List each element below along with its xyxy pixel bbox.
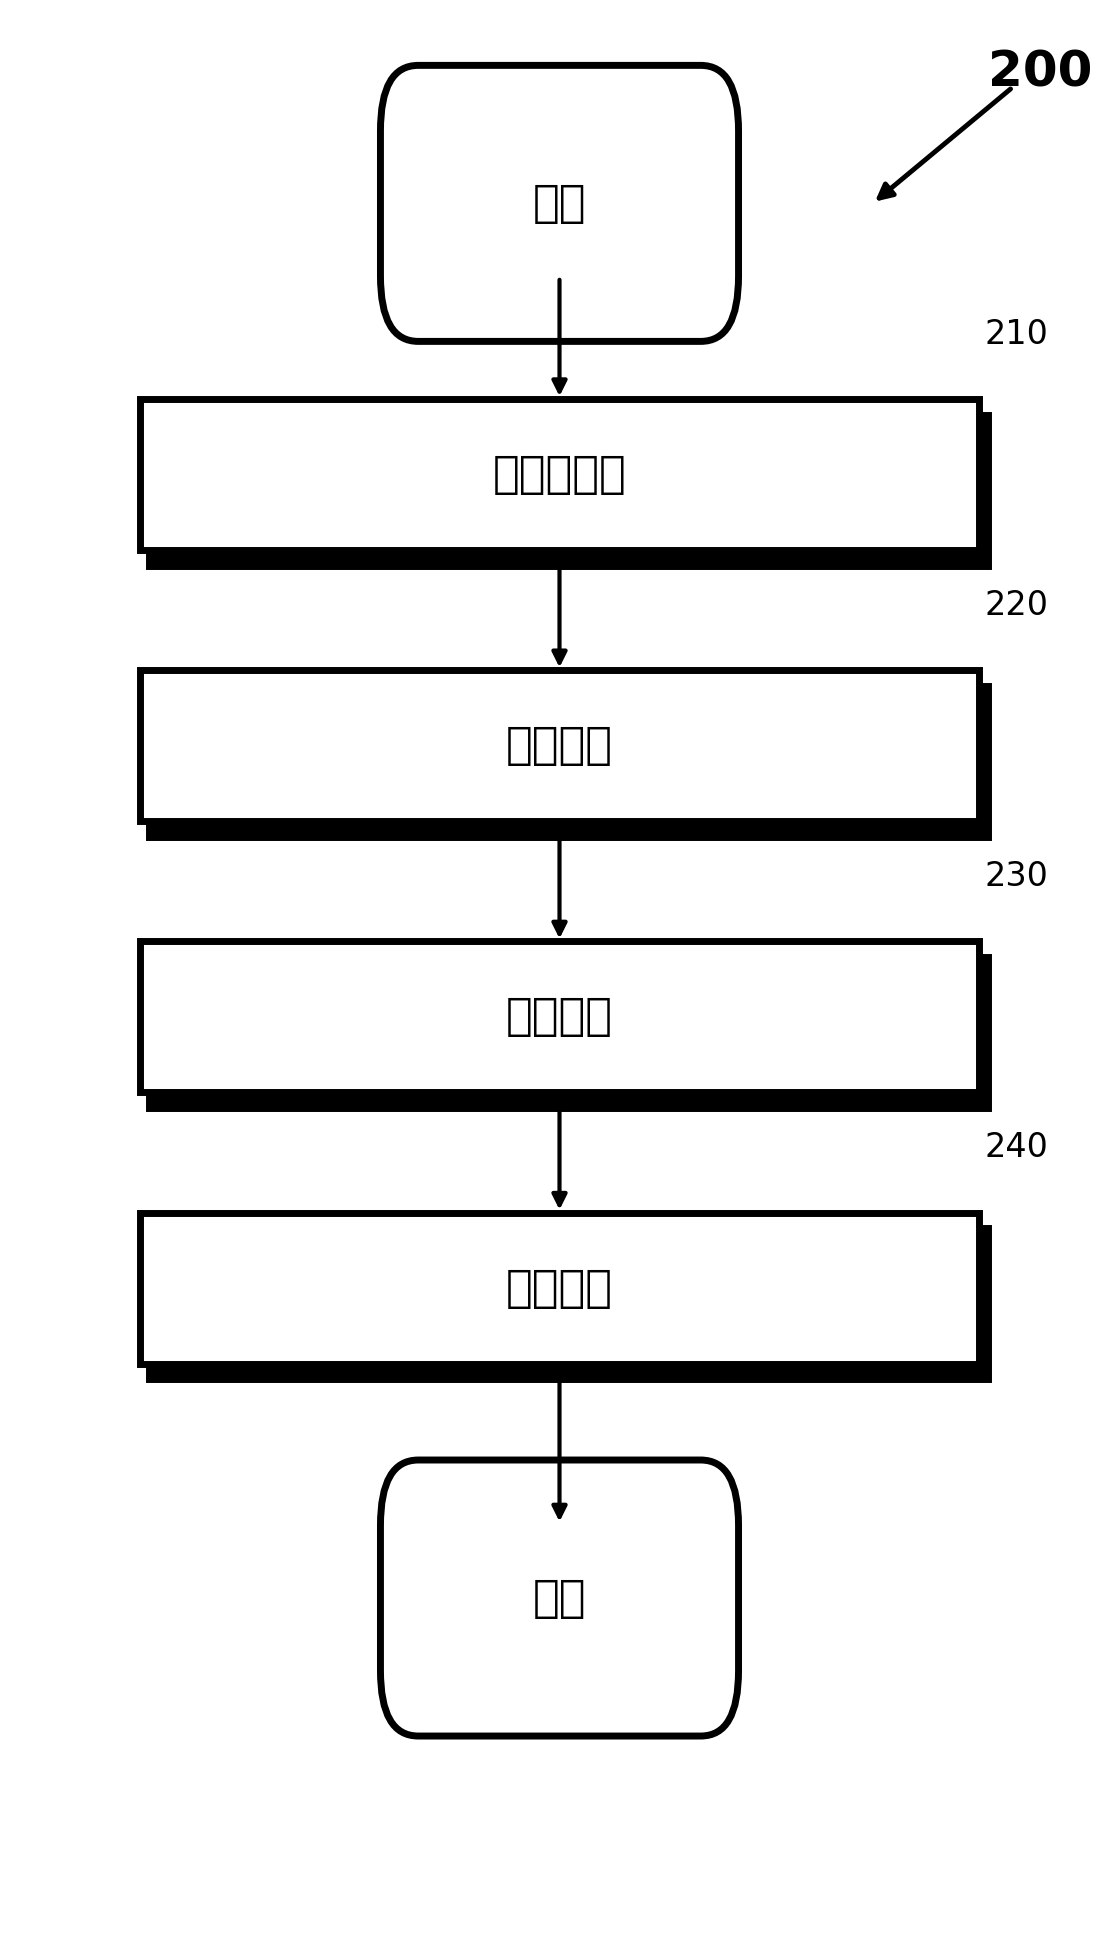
Text: 210: 210	[985, 318, 1049, 351]
Text: 240: 240	[985, 1131, 1049, 1164]
Text: 测量步骤: 测量步骤	[506, 1267, 613, 1309]
FancyBboxPatch shape	[380, 1460, 739, 1736]
Bar	[140, 1213, 979, 1364]
Text: 开始: 开始	[533, 182, 586, 225]
Text: 200: 200	[988, 48, 1093, 97]
Bar	[149, 957, 988, 1108]
Text: 230: 230	[985, 860, 1049, 893]
Bar	[149, 1228, 988, 1379]
Text: 照射步骤: 照射步骤	[506, 724, 613, 767]
Text: 结束: 结束	[533, 1577, 586, 1619]
FancyBboxPatch shape	[380, 66, 739, 341]
Bar	[140, 399, 979, 550]
Text: 光产生步骤: 光产生步骤	[492, 453, 627, 496]
Text: 220: 220	[985, 589, 1049, 622]
Bar	[149, 415, 988, 566]
Bar	[149, 686, 988, 837]
Bar	[140, 941, 979, 1092]
Text: 转换步骤: 转换步骤	[506, 996, 613, 1038]
Bar	[140, 670, 979, 821]
